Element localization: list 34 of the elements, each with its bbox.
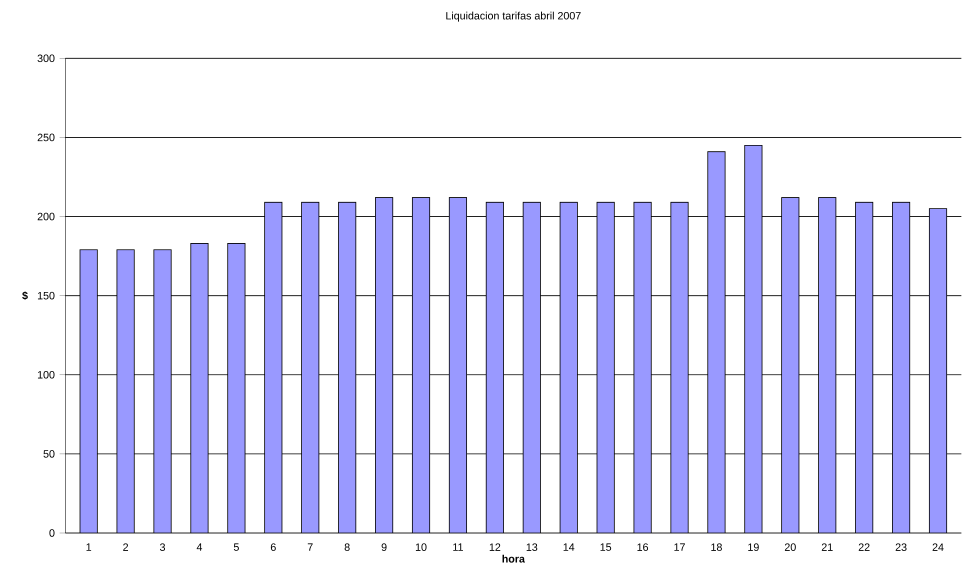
y-axis-title: $ bbox=[22, 291, 28, 300]
x-tick-label: 13 bbox=[526, 543, 538, 551]
x-tick-label: 17 bbox=[674, 543, 685, 551]
x-tick-label: 1 bbox=[86, 543, 92, 551]
y-tick-label: 300 bbox=[38, 54, 55, 62]
x-tick-label: 18 bbox=[711, 543, 722, 551]
x-axis-title: hora bbox=[502, 554, 525, 563]
x-tick-label: 4 bbox=[196, 543, 202, 551]
x-tick-label: 20 bbox=[784, 543, 796, 551]
chart-title: Liquidacion tarifas abril 2007 bbox=[446, 12, 581, 22]
x-tick-label: 21 bbox=[822, 543, 833, 551]
x-tick-label: 11 bbox=[453, 543, 463, 551]
x-tick-label: 8 bbox=[344, 543, 350, 551]
x-tick-label: 19 bbox=[748, 543, 759, 551]
y-tick-label: 200 bbox=[38, 212, 55, 220]
x-tick-label: 12 bbox=[490, 543, 500, 551]
y-tick-label: 50 bbox=[43, 450, 55, 458]
x-tick-label: 10 bbox=[416, 543, 427, 551]
x-tick-label: 6 bbox=[270, 543, 276, 551]
x-tick-label: 5 bbox=[234, 543, 239, 551]
x-tick-label: 23 bbox=[896, 543, 907, 551]
x-tick-label: 3 bbox=[160, 543, 166, 551]
x-tick-label: 14 bbox=[564, 543, 574, 551]
x-tick-label: 16 bbox=[637, 543, 648, 551]
x-tick-label: 22 bbox=[858, 543, 870, 551]
y-tick-label: 100 bbox=[38, 371, 55, 379]
y-tick-label: 0 bbox=[49, 529, 55, 537]
y-tick-label: 150 bbox=[38, 292, 55, 300]
x-tick-label: 7 bbox=[308, 543, 313, 551]
y-tick-label: 250 bbox=[38, 134, 55, 142]
x-tick-label: 9 bbox=[382, 543, 387, 551]
x-tick-label: 15 bbox=[600, 543, 612, 551]
x-tick-label: 2 bbox=[123, 543, 128, 551]
x-tick-label: 24 bbox=[932, 543, 944, 551]
